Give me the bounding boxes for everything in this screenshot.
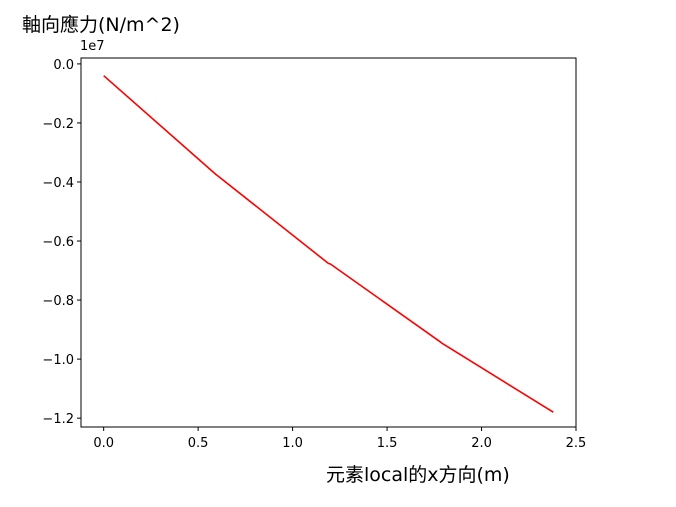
x-axis-ticks: 0.0 0.5 1.0 1.5 2.0 2.5 — [93, 427, 586, 451]
y-tick-label: −0.6 — [42, 235, 74, 250]
x-tick-label: 2.5 — [566, 436, 587, 451]
y-tick-label: 0.0 — [53, 58, 74, 73]
y-tick-label: −0.4 — [42, 176, 74, 191]
series-layer — [103, 75, 554, 413]
y-tick-label: −0.8 — [42, 294, 74, 309]
y-tick-label: −0.2 — [42, 117, 74, 132]
y-tick-label: −1.2 — [42, 412, 74, 427]
x-tick-label: 1.5 — [377, 436, 398, 451]
series-line — [103, 75, 554, 413]
x-tick-label: 2.0 — [471, 436, 492, 451]
y-axis-label: 軸向應力(N/m^2) — [22, 14, 180, 36]
y-axis-ticks: 0.0 −0.2 −0.4 −0.6 −0.8 −1.0 −1.2 — [42, 58, 81, 427]
x-tick-label: 0.5 — [188, 436, 209, 451]
plot-frame — [80, 57, 577, 428]
y-axis-offset-label: 1e7 — [80, 39, 105, 54]
y-tick-label: −1.0 — [42, 353, 74, 368]
x-tick-label: 1.0 — [282, 436, 303, 451]
x-tick-label: 0.0 — [93, 436, 114, 451]
x-axis-label: 元素local的x方向(m) — [326, 464, 510, 486]
plot-area — [81, 58, 576, 427]
